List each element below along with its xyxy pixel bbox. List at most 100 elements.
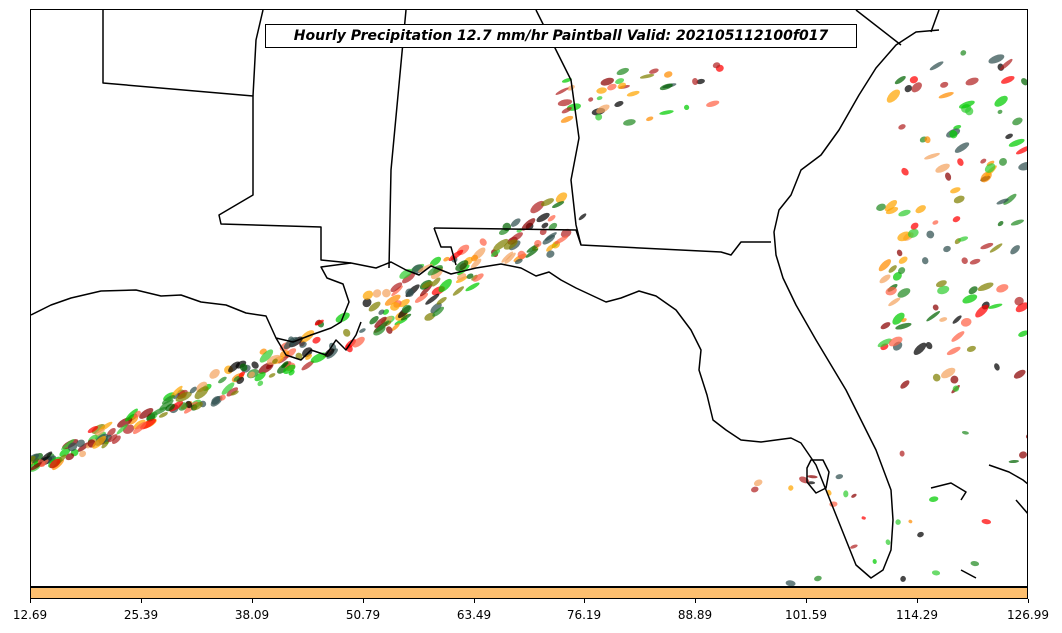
map-title: Hourly Precipitation 12.7 mm/hr Paintbal… (265, 24, 857, 48)
precip-blob (951, 331, 965, 342)
precip-blob (588, 97, 594, 102)
precip-blob (455, 260, 469, 272)
precip-blob (414, 292, 429, 303)
precip-blob (639, 73, 655, 79)
precip-blob (897, 231, 911, 242)
precip-blob (712, 62, 721, 69)
precip-blob (614, 100, 624, 108)
precip-blob (895, 519, 901, 525)
precip-blob (427, 265, 443, 276)
precip-blob (560, 228, 572, 238)
precip-blob (283, 364, 296, 375)
precip-blob (901, 318, 907, 323)
precip-blob (946, 346, 961, 356)
precip-blob (490, 249, 501, 257)
precip-blob (436, 297, 447, 305)
precip-blob (935, 163, 950, 173)
colorbar-tick-label: 126.99 (1007, 608, 1049, 622)
colorbar-tick-label: 63.49 (456, 608, 492, 622)
precip-blob (888, 297, 901, 307)
precip-blob (879, 274, 891, 284)
precip-blob (965, 107, 974, 116)
precip-blob (950, 187, 961, 194)
precip-blob (926, 311, 941, 322)
colorbar-tick-label: 25.39 (123, 608, 159, 622)
precip-blob (111, 435, 121, 444)
precip-blob (945, 172, 952, 181)
precip-blob (926, 230, 935, 239)
precip-blob (900, 380, 910, 389)
precip-blob (211, 396, 221, 405)
precip-blob (226, 387, 239, 397)
colorbar-ticks: 12.69 25.39 38.09 50.79 63.49 76.19 88.89 101.5… (0, 599, 1062, 633)
precip-blob (1018, 330, 1027, 337)
colorbar-tick-label: 76.19 (566, 608, 602, 622)
precip-blob (510, 218, 521, 227)
precip-blob (1008, 459, 1019, 464)
precip-blob (504, 252, 516, 264)
precip-blob (960, 317, 972, 327)
precip-blob (851, 493, 857, 498)
precip-blob (116, 424, 128, 435)
precip-blob (352, 336, 365, 348)
precip-blob (402, 272, 416, 284)
precip-blob (785, 580, 796, 586)
precip-blob (398, 298, 410, 308)
precip-blob (343, 328, 351, 337)
precip-blob (61, 439, 75, 451)
precip-blob (541, 198, 554, 207)
precip-blob (950, 375, 959, 384)
precip-blob (189, 386, 197, 394)
precip-blob (419, 283, 433, 297)
precip-blob (885, 539, 891, 546)
precip-blob (814, 575, 822, 582)
precip-blob (958, 236, 969, 242)
precip-blob (209, 369, 220, 379)
precip-blob (158, 412, 168, 418)
precip-blob (192, 401, 203, 411)
precip-blob (938, 91, 954, 99)
precip-blob (493, 238, 509, 251)
precip-blob (87, 425, 99, 434)
precip-blob (65, 453, 75, 461)
precip-blob (994, 363, 1000, 371)
precip-blob (479, 238, 487, 246)
precip-blob (880, 322, 891, 330)
precip-blob (525, 248, 539, 258)
precip-blob (557, 99, 573, 107)
precip-blob (384, 294, 401, 306)
precip-blob (921, 257, 929, 265)
precip-blob (94, 428, 105, 437)
precip-blob (92, 435, 107, 449)
precip-blob (626, 90, 640, 97)
precip-blob (1012, 117, 1023, 126)
precip-blob (999, 157, 1007, 166)
precip-blob (1003, 193, 1017, 205)
precip-blob (659, 83, 673, 91)
colorbar-tick-label: 12.69 (12, 608, 48, 622)
precip-blob (539, 228, 547, 236)
precip-blob (1025, 432, 1027, 440)
precip-blob (596, 87, 607, 94)
precip-blob (607, 83, 617, 91)
precip-blob (1001, 75, 1015, 84)
precip-blob (448, 249, 464, 262)
coastline-and-borders (31, 10, 1027, 579)
precip-blob (937, 285, 950, 295)
precip-blob (876, 203, 886, 211)
precip-blob (907, 228, 919, 238)
precip-blob (258, 362, 274, 374)
precip-blob (257, 380, 264, 387)
precip-blob (219, 394, 226, 401)
precip-blob (310, 352, 327, 363)
precip-blob (390, 302, 400, 311)
precip-blob (616, 67, 629, 76)
precip-blob (877, 338, 892, 348)
precip-blob (175, 391, 192, 402)
map-canvas (31, 10, 1027, 586)
colorbar-tick-mark (141, 599, 142, 603)
precip-blob (418, 263, 433, 273)
precip-blob (390, 282, 403, 293)
precip-blob (230, 390, 239, 396)
precip-blob (466, 273, 474, 279)
